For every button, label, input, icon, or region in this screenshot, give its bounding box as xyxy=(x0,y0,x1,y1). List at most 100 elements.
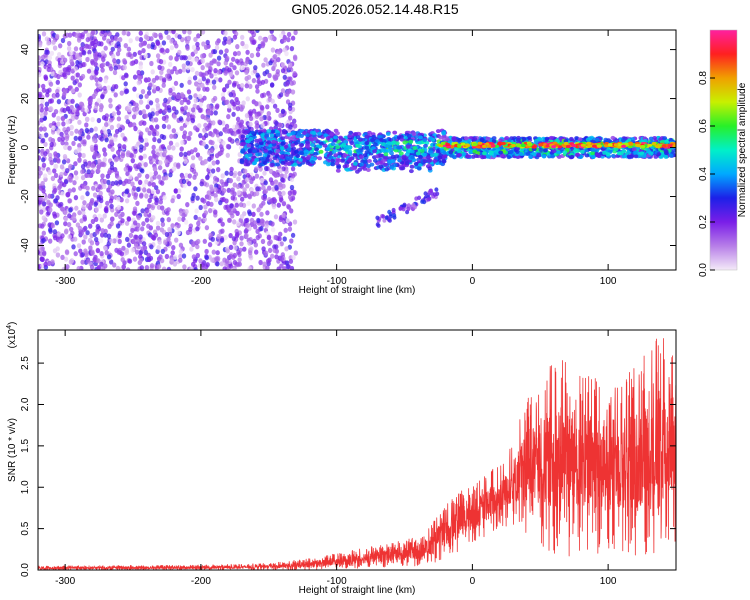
spectrogram-cell xyxy=(200,53,205,59)
spectrogram-cell xyxy=(371,134,377,139)
spectrogram-cell xyxy=(283,227,288,233)
spectrogram-cell xyxy=(192,174,197,180)
spectrogram-cell xyxy=(472,149,478,154)
spectrogram-cell xyxy=(262,170,267,176)
spectrogram-cell xyxy=(383,152,389,157)
spectrogram-cell xyxy=(56,73,61,80)
spectrogram-cell xyxy=(243,168,248,174)
spectrogram-cell xyxy=(610,153,616,158)
spectrogram-cell xyxy=(223,60,228,66)
spectrogram-cell xyxy=(239,214,245,220)
spectrogram-cell xyxy=(77,225,83,231)
spectrogram-cell xyxy=(366,168,371,172)
spectrogram-cell xyxy=(285,156,290,161)
spectrogram-cell xyxy=(74,32,79,39)
spectrogram-cell xyxy=(39,256,44,262)
spectrogram-cell xyxy=(251,108,257,114)
spectrogram-cell xyxy=(296,132,302,137)
spectrogram-cell xyxy=(239,235,244,241)
spectrogram-cell xyxy=(221,96,226,102)
spectrogram-cell xyxy=(113,84,119,90)
spectrogram-cell xyxy=(102,178,108,185)
spectrogram-cell xyxy=(100,94,105,100)
spectrogram-cell xyxy=(86,68,92,74)
spectrogram-cell xyxy=(515,137,521,142)
spectrogram-cell xyxy=(292,123,298,129)
spectrogram-cell xyxy=(187,55,192,61)
spectrogram-cell xyxy=(160,180,165,186)
spectrogram-cell xyxy=(133,148,138,154)
spectrogram-cell xyxy=(265,258,271,264)
spectrogram-cell xyxy=(277,236,282,242)
spectrogram-cell xyxy=(153,32,158,39)
spectrogram-cell xyxy=(140,168,145,174)
spectrogram-cell xyxy=(158,199,163,205)
spectrogram-cell xyxy=(138,37,144,43)
spectrogram-cell xyxy=(590,147,595,152)
spectrogram-cell xyxy=(58,183,63,189)
spectrogram-cell xyxy=(228,253,233,259)
spectrogram-cell xyxy=(451,137,457,142)
spectrogram-cell xyxy=(291,131,296,135)
spectrogram-cell xyxy=(38,148,41,154)
spectrogram-cell xyxy=(76,266,81,270)
spectrogram-cell xyxy=(280,141,286,146)
spectrogram-cell xyxy=(551,149,557,154)
spectrogram-cell xyxy=(58,43,63,49)
spectrogram-cell xyxy=(248,121,253,127)
spectrogram-cell xyxy=(155,105,161,111)
spectrogram-cell xyxy=(228,233,233,239)
spectrogram-cell xyxy=(143,113,148,119)
spectrogram-cell xyxy=(73,236,78,242)
spectrogram-cell xyxy=(282,74,287,80)
spectrogram-cell xyxy=(244,43,249,50)
spectrogram-cell xyxy=(40,137,46,144)
spectrogram-cell xyxy=(128,174,133,180)
spectrogram-cell xyxy=(47,260,52,266)
spectrogram-cell xyxy=(415,151,421,156)
spectrogram-cell xyxy=(227,79,232,85)
spectrogram-cell xyxy=(100,67,105,73)
spectrogram-cell xyxy=(139,265,144,270)
spectrogram-cell xyxy=(134,176,139,182)
spectrogram-cell xyxy=(226,187,231,193)
spectrogram-cell xyxy=(171,30,176,34)
spectrogram-cell xyxy=(81,204,86,210)
spectrogram-cell xyxy=(222,36,228,42)
spectrogram-cell xyxy=(216,233,221,240)
spectrogram-cell xyxy=(64,135,70,142)
spectrogram-cell xyxy=(124,189,129,195)
spectrogram-cell xyxy=(473,154,479,158)
spectrogram-cell xyxy=(276,49,282,55)
spectrogram-cell xyxy=(38,42,43,48)
spectrogram-cell xyxy=(193,186,198,192)
spectrogram-cell xyxy=(221,140,226,146)
spectrogram-cell xyxy=(262,161,268,165)
spectrogram-cell xyxy=(149,124,154,130)
spectrogram-cell xyxy=(629,154,634,159)
spectrogram-cell xyxy=(234,70,240,76)
spectrogram-cell xyxy=(66,45,72,52)
spectrogram-cell xyxy=(374,139,380,144)
spectrogram-cell xyxy=(337,151,343,156)
spectrogram-cell xyxy=(281,177,286,183)
spectrogram-cell xyxy=(457,138,463,142)
spectrogram-cell xyxy=(136,186,141,192)
spectrogram-cell xyxy=(41,215,46,221)
spectrogram-cell xyxy=(193,98,198,104)
spectrogram-cell xyxy=(394,154,400,159)
spectrogram-cell xyxy=(132,86,137,92)
spectrogram-cell xyxy=(131,238,136,244)
spectrogram-cell xyxy=(213,144,219,150)
spectrogram-cell xyxy=(171,128,176,134)
spectrogram-cell xyxy=(118,37,123,43)
spectrogram-cell xyxy=(206,110,211,116)
spectrogram-cell xyxy=(449,153,454,158)
spectrogram-cell xyxy=(186,99,191,105)
spectrogram-cell xyxy=(288,124,293,130)
spectrogram-cell xyxy=(92,257,98,263)
spectrogram-cell xyxy=(399,137,405,142)
spectrogram-cell xyxy=(232,219,237,225)
spectrogram-cell xyxy=(631,147,637,152)
spectrogram-cell xyxy=(69,226,74,232)
